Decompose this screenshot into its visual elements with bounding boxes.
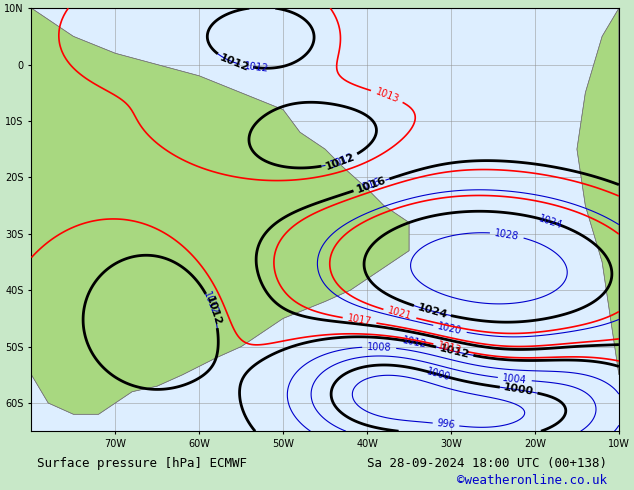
Text: 996: 996 [436,418,456,431]
Text: 1013: 1013 [437,340,463,356]
Text: 1008: 1008 [367,342,392,352]
Text: 1017: 1017 [347,314,373,327]
Polygon shape [577,8,619,375]
Text: 1000: 1000 [425,367,451,383]
Text: 1012: 1012 [324,151,356,172]
Text: ©weatheronline.co.uk: ©weatheronline.co.uk [457,473,607,487]
Text: 1012: 1012 [401,335,427,350]
Text: 1000: 1000 [503,383,534,397]
Text: 1021: 1021 [387,306,413,322]
Text: 1004: 1004 [502,373,527,386]
Text: 1012: 1012 [243,61,269,74]
Text: 1013: 1013 [374,87,400,105]
Text: 1012: 1012 [201,290,219,317]
Text: 1016: 1016 [356,177,382,195]
Text: 1012: 1012 [439,343,471,360]
Text: 1020: 1020 [437,321,463,337]
Text: 1024: 1024 [537,213,564,230]
Text: Surface pressure [hPa] ECMWF: Surface pressure [hPa] ECMWF [37,457,247,469]
Text: 1012: 1012 [328,152,355,170]
Text: 1016: 1016 [355,175,388,195]
Text: 1012: 1012 [218,52,251,73]
Text: 1012: 1012 [204,294,223,327]
Polygon shape [32,8,409,414]
Text: 1028: 1028 [494,228,520,242]
Text: Sa 28-09-2024 18:00 UTC (00+138): Sa 28-09-2024 18:00 UTC (00+138) [367,457,607,469]
Text: 1024: 1024 [416,302,448,320]
